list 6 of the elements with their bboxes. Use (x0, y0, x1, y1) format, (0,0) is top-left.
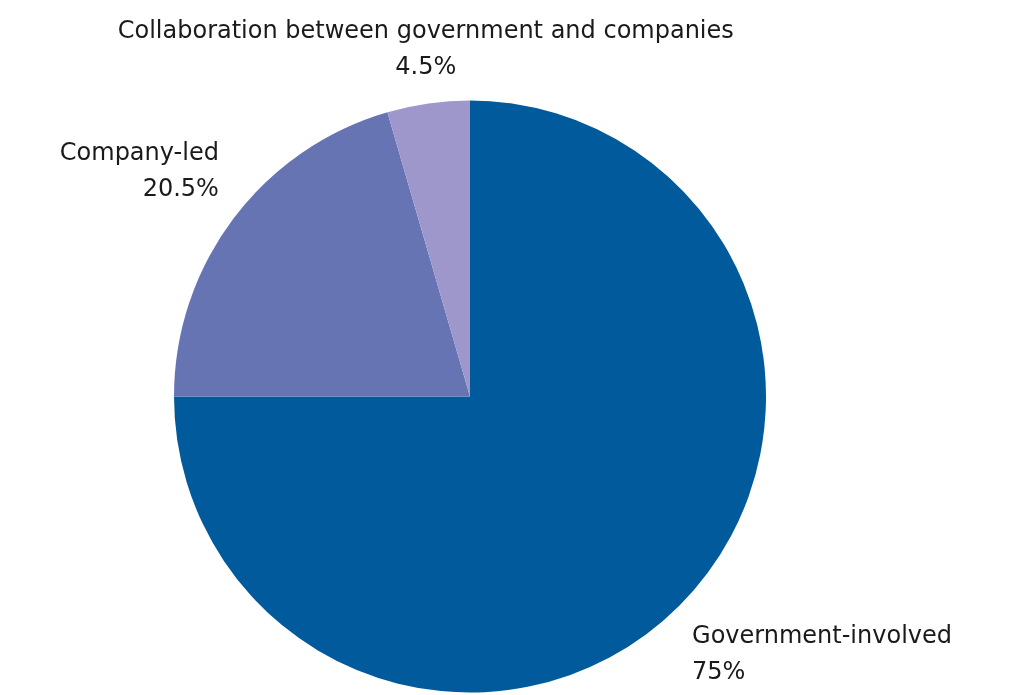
data-label: 4.5% (395, 51, 457, 80)
data-label: 20.5% (142, 174, 219, 203)
slice-label: Government-involved (692, 620, 952, 649)
slice-label: Company-led (59, 138, 219, 167)
data-label: 75% (692, 656, 746, 685)
slice-label: Collaboration between government and companies (117, 15, 734, 44)
